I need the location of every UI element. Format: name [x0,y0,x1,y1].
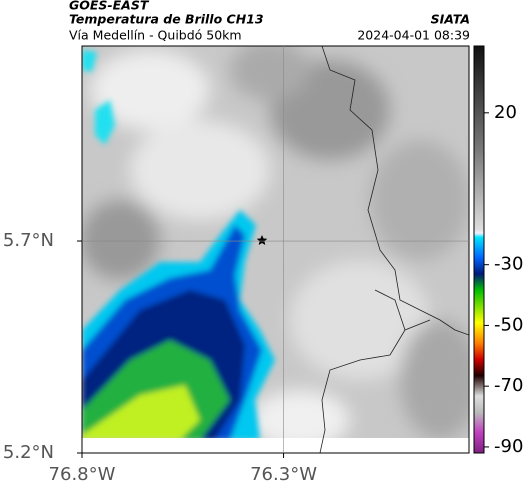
x-tick-label: 76.3°W [250,464,317,485]
colorbar-tick-label: -30 [494,254,523,275]
colorbar-tick-label: 20 [494,102,517,123]
y-tick-label: 5.2°N [3,442,54,463]
source: SIATA [431,12,470,27]
x-tick-label: 76.8°W [49,464,116,485]
timestamp: 2024-04-01 08:39 [357,28,470,43]
location-marker [256,235,268,245]
colorbar-tick-label: -90 [494,436,523,457]
colorbar-tick-label: -50 [494,314,523,335]
colorbar-tick-label: -70 [494,375,523,396]
plot-frame [81,45,470,454]
region: Vía Medellín - Quibdó 50km [69,28,242,43]
y-tick-label: 5.7°N [3,230,54,251]
colorbar [473,45,485,454]
title: GOES-EAST [69,0,150,13]
satellite-image [82,46,469,453]
subtitle: Temperatura de Brillo CH13 [69,12,264,27]
